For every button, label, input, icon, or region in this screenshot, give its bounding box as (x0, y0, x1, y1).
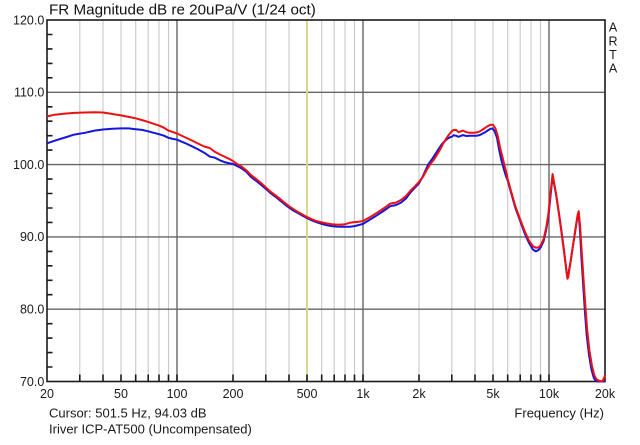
svg-text:20: 20 (40, 387, 54, 401)
svg-text:80.0: 80.0 (20, 303, 44, 317)
svg-text:500: 500 (297, 387, 318, 401)
svg-text:90.0: 90.0 (20, 230, 44, 244)
svg-text:200: 200 (223, 387, 244, 401)
svg-text:A: A (609, 21, 618, 35)
svg-text:110.0: 110.0 (14, 86, 44, 100)
svg-text:1k: 1k (356, 387, 370, 401)
svg-text:70.0: 70.0 (20, 375, 44, 389)
svg-text:FR Magnitude dB re 20uPa/V (1/: FR Magnitude dB re 20uPa/V (1/24 oct) (49, 2, 316, 19)
svg-text:100.0: 100.0 (13, 158, 44, 172)
svg-text:5k: 5k (486, 387, 500, 401)
svg-text:50: 50 (114, 387, 128, 401)
svg-text:10k: 10k (539, 387, 560, 401)
svg-text:20k: 20k (595, 387, 616, 401)
svg-text:Iriver ICP-AT500 (Uncompensate: Iriver ICP-AT500 (Uncompensated) (49, 422, 252, 437)
svg-text:100: 100 (167, 387, 188, 401)
svg-text:Cursor: 501.5 Hz, 94.03 dB: Cursor: 501.5 Hz, 94.03 dB (49, 406, 207, 421)
svg-text:Frequency (Hz): Frequency (Hz) (514, 406, 604, 421)
svg-text:2k: 2k (412, 387, 426, 401)
svg-text:120.0: 120.0 (13, 13, 44, 27)
svg-text:A: A (609, 62, 618, 76)
svg-text:R: R (608, 34, 617, 48)
svg-text:T: T (609, 48, 617, 62)
